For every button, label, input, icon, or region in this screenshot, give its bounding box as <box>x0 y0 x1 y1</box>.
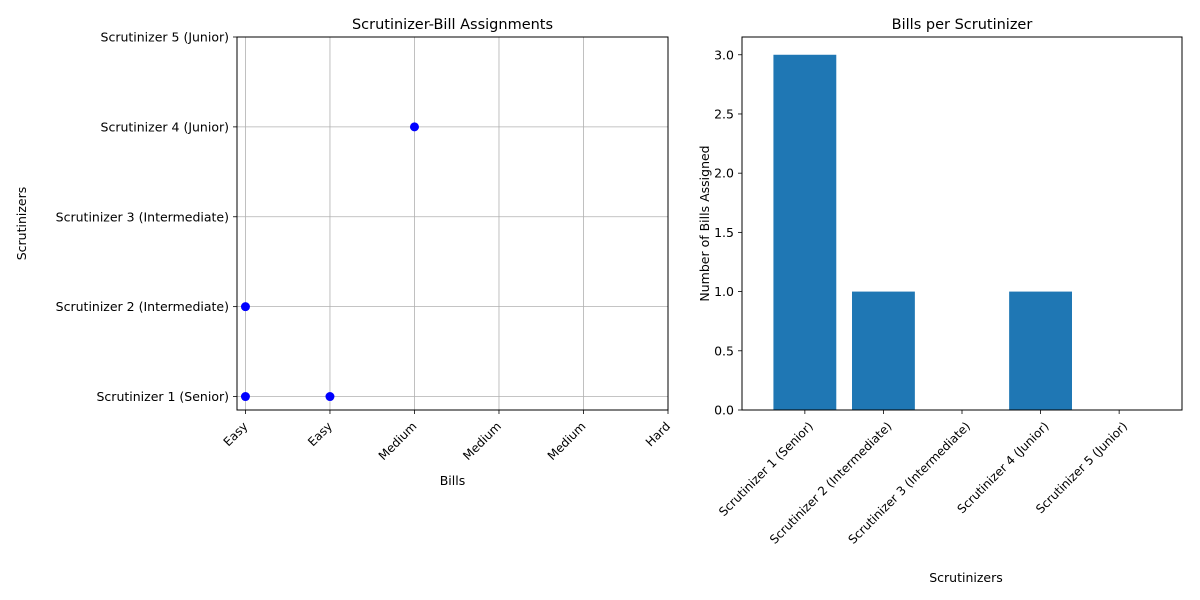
scatter-y-tick-label: Scrutinizer 5 (Junior) <box>101 30 229 45</box>
scatter-y-ticks: Scrutinizer 1 (Senior) Scrutinizer 2 (Int… <box>56 30 237 404</box>
scatter-y-axis-label: Scrutinizers <box>14 187 29 261</box>
bar-y-tick-label: 2.0 <box>714 166 734 181</box>
bar-x-axis-label: Scrutinizers <box>929 570 1003 585</box>
bar-y-tick-label: 2.5 <box>714 106 734 121</box>
bar <box>773 54 837 411</box>
scatter-point <box>240 392 250 402</box>
bar <box>1009 291 1072 410</box>
scatter-x-axis-label: Bills <box>440 473 466 488</box>
bar-chart-title: Bills per Scrutinizer <box>892 17 1033 33</box>
bar-y-ticks: 0.0 0.5 1.0 1.5 2.0 2.5 3.0 <box>714 47 742 418</box>
scatter-point <box>240 302 250 312</box>
bar-y-tick-label: 1.5 <box>714 225 734 240</box>
scatter-point <box>409 122 419 132</box>
scatter-y-tick-label: Scrutinizer 4 (Junior) <box>101 119 229 134</box>
scatter-chart-title: Scrutinizer-Bill Assignments <box>352 17 553 33</box>
bar-y-tick-label: 0.0 <box>714 403 734 418</box>
bar-series <box>773 54 1072 411</box>
bar-y-tick-label: 0.5 <box>714 343 734 358</box>
scatter-point <box>325 392 335 402</box>
scatter-y-tick-label: Scrutinizer 1 (Senior) <box>97 389 230 404</box>
scatter-plot-frame <box>236 36 669 411</box>
bar-y-tick-label: 3.0 <box>714 47 734 62</box>
scatter-y-tick-label: Scrutinizer 3 (Intermediate) <box>56 209 229 224</box>
bar <box>852 291 915 410</box>
scatter-y-tick-label: Scrutinizer 2 (Intermediate) <box>56 299 229 314</box>
bar-y-tick-label: 1.0 <box>714 284 734 299</box>
bar-y-axis-label: Number of Bills Assigned <box>697 145 712 301</box>
scatter-points <box>240 122 419 402</box>
